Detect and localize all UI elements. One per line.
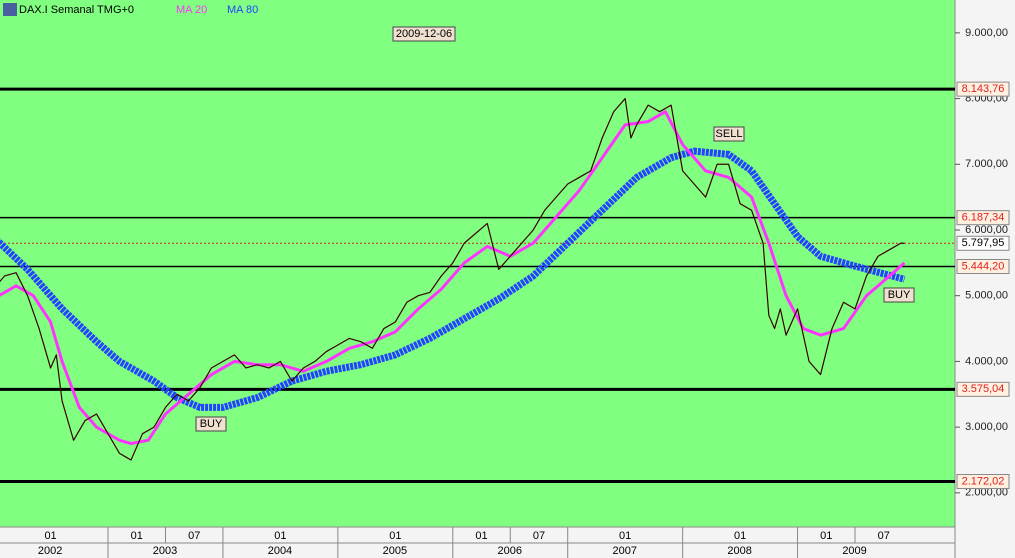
price-line [0,97,905,461]
x-tick-label: 01 [44,530,56,542]
annotation-box [883,287,915,303]
y-tick-label: 6.000,00 [965,224,1008,236]
level-box [956,81,1010,97]
last-price-label: 5.797,95 [962,237,1005,249]
year-label: 2007 [612,545,636,557]
annotation-box [713,126,745,142]
y-tick-label: 2.000,00 [965,487,1008,499]
annotation: BUY [888,289,911,301]
x-tick-label: 01 [820,530,832,542]
y-tick-label: 5.000,00 [965,290,1008,302]
x-tick-label: 01 [274,530,286,542]
level-label: 6.187,34 [962,212,1005,224]
level-label: 8.143,76 [962,83,1005,95]
moving-average [0,147,906,411]
legend-entry[interactable]: MA 20 [176,4,207,16]
x-tick-label: 07 [878,530,890,542]
level-label: 2.172,02 [962,475,1005,487]
level-label: 3.575,04 [962,383,1005,395]
level-box [956,381,1010,397]
annotation: SELL [716,128,743,140]
annotation: BUY [200,418,223,430]
year-label: 2004 [268,545,292,557]
year-label: 2005 [383,545,407,557]
level-box [956,474,1010,490]
y-tick-label: 3.000,00 [965,421,1008,433]
year-label: 2008 [727,545,751,557]
icon [3,3,17,16]
level-label: 5.444,20 [962,260,1005,272]
header: DAX.I Semanal TMG+0 MA 20 MA 80 2009-12-… [3,3,456,42]
moving-average [0,110,906,446]
y-tick-label: 7.000,00 [965,158,1008,170]
y-tick-label: 9.000,00 [965,27,1008,39]
year-label: 2003 [153,545,177,557]
y-tick-label: 4.000,00 [965,355,1008,367]
x-tick-label: 01 [131,530,143,542]
date-label: 2009-12-06 [396,28,452,40]
annotation-box [195,416,227,432]
x-tick-label: 01 [734,530,746,542]
date-box [392,26,456,42]
x-tick-label: 01 [389,530,401,542]
layer: 2.000,00 3.000,00 4.000,00 5.000,00 6.000,00… [0,27,1010,558]
last-price-box [956,235,1010,251]
x-tick-label: 07 [533,530,545,542]
legend-entry[interactable]: MA 80 [227,4,258,16]
year-label: 2002 [38,545,62,557]
level-box [956,259,1010,275]
plot-area [0,0,955,527]
year-label: 2009 [842,545,866,557]
x-tick-label: 07 [188,530,200,542]
chart-title: DAX.I Semanal TMG+0 [19,4,134,16]
x-tick-label: 01 [619,530,631,542]
year-label: 2006 [498,545,522,557]
level-box [956,210,1010,226]
x-tick-label: 01 [475,530,487,542]
